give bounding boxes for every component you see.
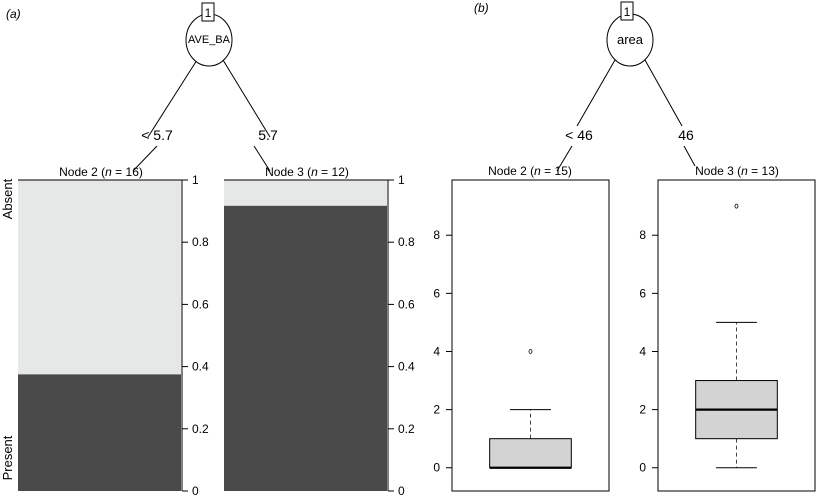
leaf-b-2-outlier <box>528 349 533 354</box>
leaf-a-3-present-bar <box>224 205 387 492</box>
tree-a-edge-left <box>147 59 198 138</box>
leaf-b-3-tick-label: 6 <box>639 286 646 300</box>
leaf-a-2-tick-label: 1 <box>192 173 199 187</box>
leaf-b-2-tick-label: 8 <box>433 228 440 242</box>
leaf-b-3-tick-label: 0 <box>639 461 646 475</box>
tree-b-root-id-box <box>620 1 634 21</box>
leaf-a-node3-name: Node 3 <box>265 165 304 179</box>
svg-text:Node 3 (n = 13): Node 3 (n = 13) <box>695 164 779 178</box>
leaf-a-3-tick-label: 0.4 <box>398 360 415 374</box>
leaf-a-2-present-bar <box>18 374 181 491</box>
tree-b-split-variable: area <box>617 32 644 47</box>
svg-text:Node 2 (n = 16): Node 2 (n = 16) <box>59 165 143 179</box>
panel-b: (b) 1 area < 46 46 Node 2 (n = 15) Node … <box>433 1 816 492</box>
leaf-a-3-tick-label: 0.6 <box>398 297 415 311</box>
tree-a-leaf-connector-left <box>132 145 158 172</box>
leaf-b-2-box <box>489 438 572 469</box>
panel-a-label: (a) <box>6 7 21 21</box>
svg-text:Node 3 (n = 12): Node 3 (n = 12) <box>265 165 349 179</box>
leaf-b-node3-n: 13 <box>762 164 776 178</box>
tree-a-edge-label-right: 5.7 <box>258 127 278 143</box>
leaf-b-node3-name: Node 3 <box>695 164 734 178</box>
tree-b-edge-right <box>644 59 683 127</box>
leaf-a-2-tick-label: 0.4 <box>192 360 209 374</box>
tree-b-edge-label-right: 46 <box>678 127 694 143</box>
leaf-a-node3-n: 12 <box>332 165 346 179</box>
leaf-b-2-tick-label: 4 <box>433 344 440 358</box>
category-label-absent: Absent <box>0 178 15 219</box>
leaf-b-3-outlier <box>734 203 739 209</box>
leaf-b-2-tick-label: 2 <box>433 403 440 417</box>
leaf-a-2-tick-label: 0 <box>192 484 199 495</box>
leaf-a-2-tick-label: 0.6 <box>192 297 209 311</box>
leaf-b-3-frame <box>657 179 816 492</box>
leaf-a-3-tick-label: 0.8 <box>398 235 415 249</box>
leaf-a-3-absent-bar <box>224 180 387 206</box>
leaf-b-3-tick-label: 8 <box>639 228 646 242</box>
tree-a-leaf-connector-right <box>253 145 271 172</box>
leaf-a-node3-title: Node 3 (n = 12) <box>265 165 349 179</box>
tree-a-edge-label-left: < 5.7 <box>141 127 173 143</box>
leaf-a-2-tick-label: 0.8 <box>192 235 209 249</box>
tree-a-root-id-box <box>201 2 215 22</box>
tree-a-split-variable: AVE_BA <box>188 34 231 46</box>
leaf-b-2-tick-label: 0 <box>433 461 440 475</box>
tree-b-edge-left <box>576 59 616 127</box>
category-label-present: Present <box>0 435 15 480</box>
leaf-a-3-tick-label: 0 <box>398 484 405 495</box>
panel-a: (a) 1 AVE_BA < 5.7 5.7 Node 2 (n = 16) N… <box>0 2 415 495</box>
leaf-b-3-tick-label: 2 <box>639 403 646 417</box>
leaf-b-2-frame <box>451 179 610 492</box>
leaf-a-node2-title: Node 2 (n = 16) <box>59 165 143 179</box>
leaf-b-node2-name: Node 2 <box>488 164 527 178</box>
leaf-b-3-tick-label: 4 <box>639 344 646 358</box>
tree-b-leaf-connector-right <box>683 145 696 167</box>
leaf-b-node2-title: Node 2 (n = 15) <box>488 164 572 178</box>
tree-b-edge-label-left: < 46 <box>565 127 593 143</box>
leaf-b-2-tick-label: 6 <box>433 286 440 300</box>
panel-b-label: (b) <box>474 1 489 15</box>
leaf-a-node2-n: 16 <box>126 165 140 179</box>
tree-b-leaf-connector-left <box>556 145 573 172</box>
leaf-a-node2-name: Node 2 <box>59 165 98 179</box>
tree-a-root-id: 1 <box>205 6 212 20</box>
tree-b-root-id: 1 <box>624 5 631 19</box>
leaf-a-3-tick-label: 1 <box>398 173 405 187</box>
svg-text:Node 2 (n = 15): Node 2 (n = 15) <box>488 164 572 178</box>
tree-a-edge-right <box>222 59 271 138</box>
leaf-b-node3-title: Node 3 (n = 13) <box>695 164 779 178</box>
leaf-a-3-tick-label: 0.2 <box>398 422 415 436</box>
leaf-b-node2-n: 15 <box>555 164 569 178</box>
leaf-a-2-tick-label: 0.2 <box>192 422 209 436</box>
leaf-a-2-absent-bar <box>18 180 181 375</box>
